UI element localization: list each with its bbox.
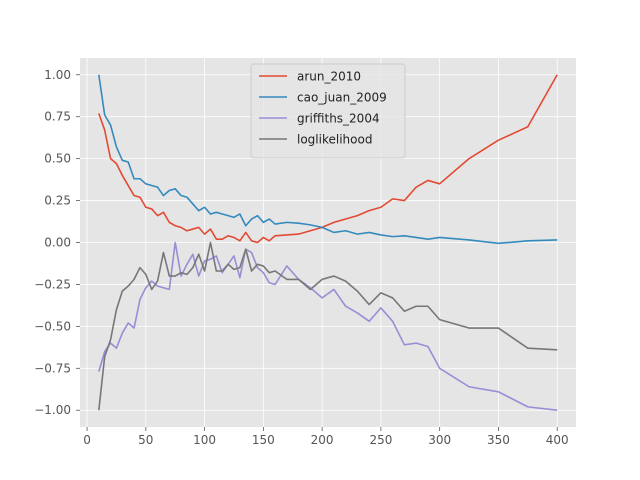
series-line-arun_2010 [98, 74, 558, 244]
legend-label-loglikelihood: loglikelihood [297, 133, 372, 147]
y-tick-label: −0.75 [34, 361, 71, 375]
legend-label-griffiths_2004: griffiths_2004 [297, 112, 380, 126]
y-tick-label: 0.00 [44, 236, 71, 250]
y-tick-label: −0.50 [34, 319, 71, 333]
x-tick-label: 50 [138, 433, 153, 447]
legend-box [250, 63, 406, 159]
axis-ticks: 0 50 100 150 200 250 300 350 400 −1.00 −0.75 −0.50 −… [34, 68, 568, 447]
series-line-cao_juan_2009 [98, 74, 558, 245]
x-tick-label: 150 [252, 433, 275, 447]
x-tick-label: 200 [311, 433, 334, 447]
legend-label-arun_2010: arun_2010 [297, 70, 361, 84]
x-tick-label: 400 [546, 433, 569, 447]
y-tick-label: 0.75 [44, 110, 71, 124]
x-tick-label: 100 [193, 433, 216, 447]
y-tick-label: −0.25 [34, 277, 71, 291]
series-lines [98, 74, 558, 412]
grid-lines [80, 58, 576, 427]
x-tick-label: 350 [487, 433, 510, 447]
x-tick-label: 250 [369, 433, 392, 447]
y-tick-label: −1.00 [34, 403, 71, 417]
series-line-griffiths_2004 [98, 241, 558, 412]
y-tick-label: 0.50 [44, 152, 71, 166]
legend: arun_2010 cao_juan_2009 griffiths_2004logl… [250, 63, 406, 159]
x-tick-label: 0 [83, 433, 91, 447]
x-tick-label: 300 [428, 433, 451, 447]
y-tick-label: 0.25 [44, 194, 71, 208]
legend-label-cao_juan_2009: cao_juan_2009 [297, 91, 387, 105]
y-tick-label: 1.00 [44, 68, 71, 82]
series-line-loglikelihood [98, 241, 558, 411]
